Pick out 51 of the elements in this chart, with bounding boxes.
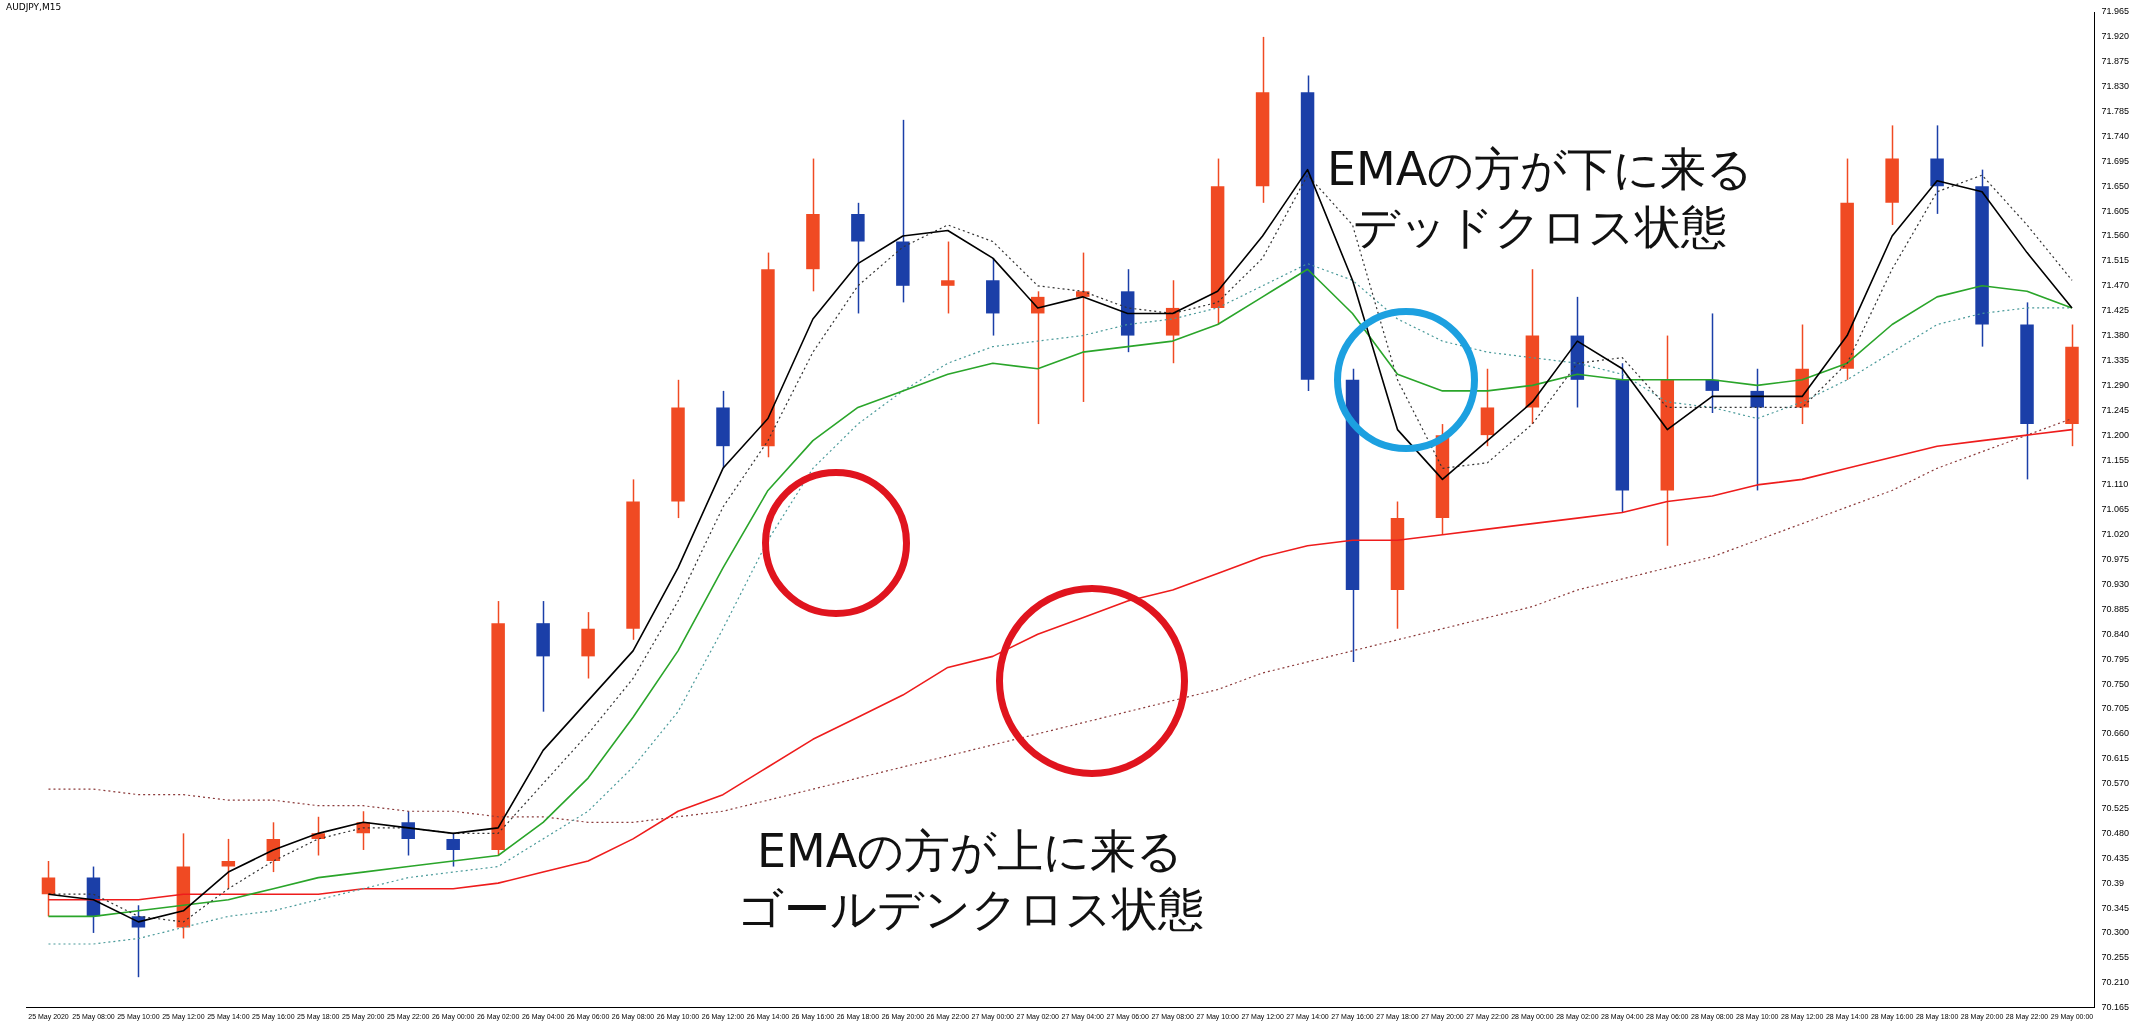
y-tick-label: 70.975 xyxy=(2101,554,2129,565)
y-tick-label: 71.200 xyxy=(2101,429,2129,440)
y-tick-label: 70.885 xyxy=(2101,603,2129,614)
y-tick-label: 71.335 xyxy=(2101,354,2129,365)
y-tick-label: 71.785 xyxy=(2101,106,2129,117)
y-tick-label: 71.110 xyxy=(2101,479,2129,490)
y-tick-label: 71.920 xyxy=(2101,31,2129,42)
y-tick-label: 71.020 xyxy=(2101,529,2129,540)
y-tick-label: 70.705 xyxy=(2101,703,2129,714)
candlestick xyxy=(401,810,415,857)
annotation: EMAの方が下に来るデッドクロス状態 xyxy=(1325,141,1755,256)
y-tick-label: 71.515 xyxy=(2101,255,2129,266)
y-tick-label: 70.840 xyxy=(2101,628,2129,639)
y-tick-label: 70.435 xyxy=(2101,852,2129,863)
y-tick-label: 71.605 xyxy=(2101,205,2129,216)
y-tick-label: 70.480 xyxy=(2101,827,2129,838)
candlestick xyxy=(446,832,460,868)
candlestick xyxy=(941,240,955,315)
y-tick-label: 70.750 xyxy=(2101,678,2129,689)
y-tick-label: 71.470 xyxy=(2101,280,2129,291)
annotation: EMAの方が上に来るゴールデンクロス状態 xyxy=(735,823,1205,938)
y-tick-label: 70.930 xyxy=(2101,578,2129,589)
y-tick-label: 71.560 xyxy=(2101,230,2129,241)
chart-title: AUDJPY,M15 xyxy=(6,2,62,12)
y-tick-label: 71.290 xyxy=(2101,379,2129,390)
y-tick-label: 70.300 xyxy=(2101,927,2129,938)
y-tick-label: 70.570 xyxy=(2101,778,2129,789)
y-tick-label: 71.650 xyxy=(2101,180,2129,191)
y-tick-label: 70.210 xyxy=(2101,977,2129,988)
y-tick-label: 71.740 xyxy=(2101,130,2129,141)
y-tick-label: 71.695 xyxy=(2101,155,2129,166)
y-tick-label: 71.245 xyxy=(2101,404,2129,415)
y-tick-label: 70.615 xyxy=(2101,753,2129,764)
candlestick xyxy=(41,860,56,918)
y-tick-label: 70.39 xyxy=(2101,877,2124,888)
y-tick-label: 71.830 xyxy=(2101,81,2129,92)
y-tick-label: 70.165 xyxy=(2101,1002,2129,1013)
candlestick xyxy=(221,838,236,890)
y-tick-label: 71.965 xyxy=(2101,6,2129,17)
y-tick-label: 70.795 xyxy=(2101,653,2129,664)
y-tick-label: 71.875 xyxy=(2101,56,2129,67)
y-tick-label: 70.660 xyxy=(2101,728,2129,739)
y-tick-label: 71.425 xyxy=(2101,305,2129,316)
y-tick-label: 70.345 xyxy=(2101,902,2129,913)
candlestick xyxy=(1075,251,1090,403)
y-tick-label: 71.155 xyxy=(2101,454,2129,465)
y-tick-label: 71.380 xyxy=(2101,330,2129,341)
y-tick-label: 70.255 xyxy=(2101,952,2129,963)
candlestick xyxy=(1750,368,1764,492)
y-tick-label: 70.525 xyxy=(2101,802,2129,813)
y-tick-label: 71.065 xyxy=(2101,504,2129,515)
